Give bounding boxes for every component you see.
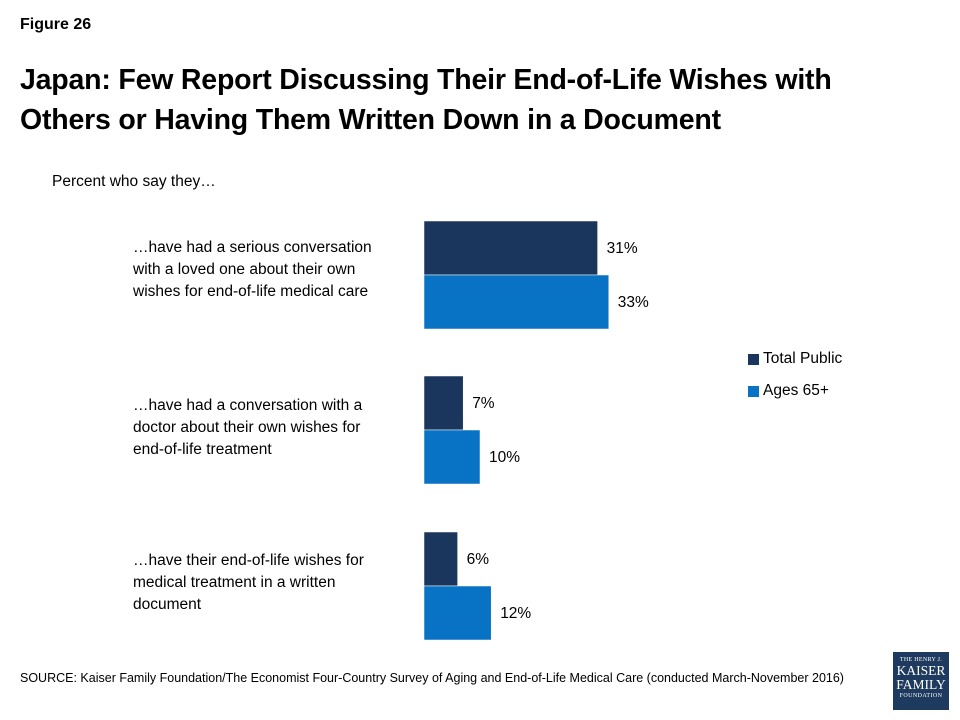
chart-title: Japan: Few Report Discussing Their End-o…	[20, 64, 832, 136]
data-label-ages-65-2: 10%	[489, 449, 520, 466]
logo-line: KAISER	[896, 663, 946, 678]
bar-ages-65-1	[423, 274, 610, 330]
legend-label-ages-65: Ages 65+	[763, 382, 829, 399]
chart-subtitle: Percent who say they…	[52, 173, 216, 190]
legend: Total Public Ages 65+	[748, 348, 842, 412]
legend-item-total-public: Total Public	[748, 348, 842, 370]
category-label-3: …have their end-of-life wishes for medic…	[133, 550, 413, 616]
data-label-ages-65-3: 12%	[500, 605, 531, 622]
logo-line: THE HENRY J.	[899, 657, 943, 663]
category-label-line: doctor about their own wishes for	[133, 419, 361, 436]
category-label-1: …have had a serious conversation with a …	[133, 237, 413, 303]
legend-swatch-ages-65	[748, 385, 759, 397]
bar-total-public-1	[423, 220, 598, 276]
category-label-2: …have had a conversation with a doctor a…	[133, 395, 413, 461]
bar-total-public-2	[423, 375, 464, 431]
source-note: SOURCE: Kaiser Family Foundation/The Eco…	[20, 671, 844, 685]
bar-ages-65-3	[423, 585, 492, 641]
category-label-line: medical treatment in a written	[133, 574, 336, 591]
kff-logo: THE HENRY J. KAISER FAMILY FOUNDATION	[893, 652, 949, 710]
data-label-total-public-1: 31%	[607, 240, 638, 257]
legend-swatch-total-public	[748, 353, 759, 365]
category-label-line: …have had a conversation with a	[133, 397, 363, 414]
legend-label-total-public: Total Public	[763, 350, 843, 367]
logo-line: FOUNDATION	[899, 693, 943, 699]
bar-total-public-3	[423, 531, 458, 587]
category-label-line: …have had a serious conversation	[133, 239, 372, 256]
category-label-line: wishes for end-of-life medical care	[133, 283, 369, 300]
category-label-line: end-of-life treatment	[133, 441, 272, 458]
figure-label: Figure 26	[20, 16, 92, 33]
logo-line: FAMILY	[896, 677, 946, 692]
data-label-total-public-3: 6%	[467, 551, 490, 568]
data-label-ages-65-1: 33%	[618, 294, 649, 311]
category-label-line: …have their end-of-life wishes for	[133, 552, 364, 569]
data-label-total-public-2: 7%	[472, 395, 495, 412]
bar-ages-65-2	[423, 429, 481, 485]
category-label-line: document	[133, 596, 202, 613]
category-label-line: with a loved one about their own	[133, 261, 356, 278]
legend-item-ages-65: Ages 65+	[748, 380, 842, 402]
